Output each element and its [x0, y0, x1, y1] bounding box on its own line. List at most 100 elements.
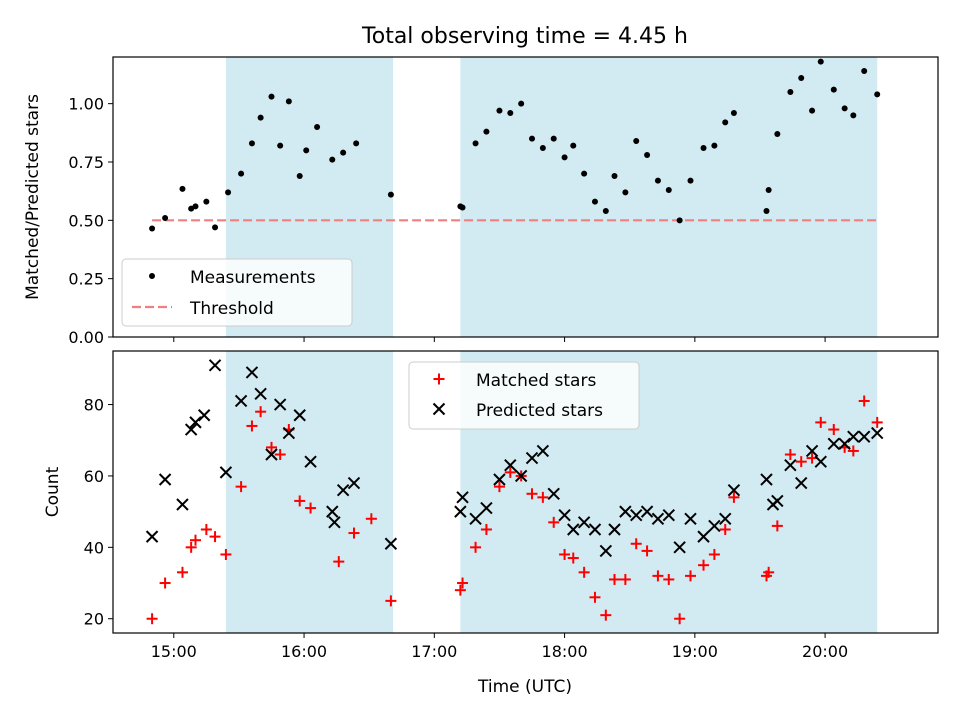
predicted-star-marker	[558, 508, 571, 522]
marker-stroke	[847, 430, 860, 443]
predicted-star-marker	[630, 508, 643, 522]
matched-star-marker	[589, 591, 601, 603]
predicted-star-marker	[234, 394, 248, 408]
matched-star-marker	[652, 570, 664, 582]
top-panel-ratio: 0.00 0.25 0.50 0.75 1.00 Matched/Predicted st…	[23, 56, 939, 347]
measurement-point	[830, 86, 837, 93]
marker-stroke	[760, 473, 773, 486]
matched-star-marker	[159, 577, 171, 589]
predicted-star-marker	[347, 476, 361, 490]
marker-stroke	[536, 444, 550, 458]
marker-stroke	[805, 444, 819, 458]
axes-frame	[112, 56, 939, 338]
matched-star-marker	[663, 573, 675, 585]
measurement-point	[633, 138, 640, 144]
matched-star-marker	[641, 545, 653, 557]
matched-star-marker	[470, 541, 482, 553]
marker-stroke	[684, 512, 697, 525]
predicted-star-marker	[760, 473, 773, 486]
matched-star-marker	[871, 416, 883, 428]
marker-stroke	[567, 523, 580, 536]
matched-star-marker	[526, 488, 538, 500]
matched-star-marker	[255, 406, 267, 418]
measurement-point	[591, 198, 598, 205]
matched-star-marker	[548, 516, 560, 528]
measurement-point	[459, 204, 466, 211]
predicted-star-marker	[525, 451, 539, 465]
legend-label: Threshold	[189, 299, 274, 319]
marker-stroke	[708, 519, 721, 533]
marker-stroke	[384, 537, 398, 550]
measurement-point	[722, 119, 729, 126]
predicted-star-marker	[814, 455, 827, 468]
y-tick-label: 0.50	[68, 211, 104, 230]
predicted-star-marker	[673, 541, 686, 554]
predicted-star-marker	[547, 487, 560, 500]
measurement-point	[561, 154, 568, 161]
matched-star-marker	[176, 566, 188, 578]
matched-star-marker	[185, 541, 197, 553]
chart-title: Total observing time = 4.45 h	[361, 24, 688, 49]
matched-star-marker	[209, 531, 221, 543]
predicted-star-marker	[184, 423, 198, 436]
measurement-point	[483, 128, 490, 135]
y-tick-label: 0.75	[68, 153, 104, 172]
marker-stroke	[558, 508, 571, 522]
matched-star-marker	[719, 523, 731, 535]
marker-stroke	[176, 498, 189, 511]
matched-star-marker	[698, 559, 710, 571]
measurement-point	[874, 91, 881, 98]
marker-stroke	[640, 505, 654, 518]
measurement-point	[730, 110, 737, 116]
measurement-point	[496, 107, 503, 114]
x-tick-label: 16:00	[281, 642, 327, 661]
x-tick-label: 20:00	[802, 642, 848, 661]
marker-stroke	[219, 466, 233, 479]
measurement-point	[212, 224, 219, 231]
x-tick-label: 18:00	[542, 642, 588, 661]
marker-stroke	[208, 359, 222, 372]
legend-dot-marker	[149, 273, 155, 279]
measurement-point	[581, 170, 588, 177]
matched-star-marker	[847, 445, 859, 457]
shaded-interval	[225, 351, 394, 633]
predicted-star-marker	[662, 508, 675, 522]
matched-star-marker	[454, 584, 466, 596]
predicted-star-marker	[158, 473, 172, 486]
measurement-point	[841, 105, 848, 112]
matched-star-marker	[333, 556, 345, 568]
measurement-point	[387, 191, 394, 198]
measurement-point	[314, 124, 321, 130]
predicted-star-marker	[282, 426, 296, 440]
measurement-point	[257, 114, 264, 121]
marker-stroke	[304, 455, 317, 468]
measurement-point	[711, 142, 718, 149]
predicted-star-marker	[619, 505, 632, 518]
measurement-point	[602, 208, 609, 214]
measurement-point	[765, 187, 772, 193]
measurement-point	[687, 177, 694, 184]
measurement-point	[238, 170, 245, 177]
marker-stroke	[245, 366, 259, 379]
y-tick-label: 80	[84, 396, 104, 415]
marker-stroke	[673, 541, 686, 554]
predicted-star-marker	[567, 523, 580, 536]
predicted-star-marker	[493, 473, 506, 486]
bottom-panel-counts: 20 40 60 80 15:00 16:00 17:00 18:00 19:00 20:00 Co…	[43, 350, 939, 661]
x-tick-label: 17:00	[411, 642, 457, 661]
measurement-point	[787, 89, 794, 95]
matched-star-marker	[200, 523, 212, 535]
marker-stroke	[254, 387, 267, 401]
marker-stroke	[651, 512, 665, 525]
predicted-star-marker	[838, 437, 851, 451]
predicted-star-marker	[727, 484, 741, 497]
marker-stroke	[273, 398, 287, 411]
matched-star-marker	[578, 566, 590, 578]
matched-star-marker	[365, 513, 377, 525]
measurement-point	[225, 189, 232, 196]
predicted-star-marker	[245, 366, 259, 379]
predicted-star-marker	[577, 516, 591, 529]
predicted-star-marker	[771, 494, 784, 508]
marker-stroke	[469, 512, 482, 525]
marker-stroke	[158, 473, 172, 486]
